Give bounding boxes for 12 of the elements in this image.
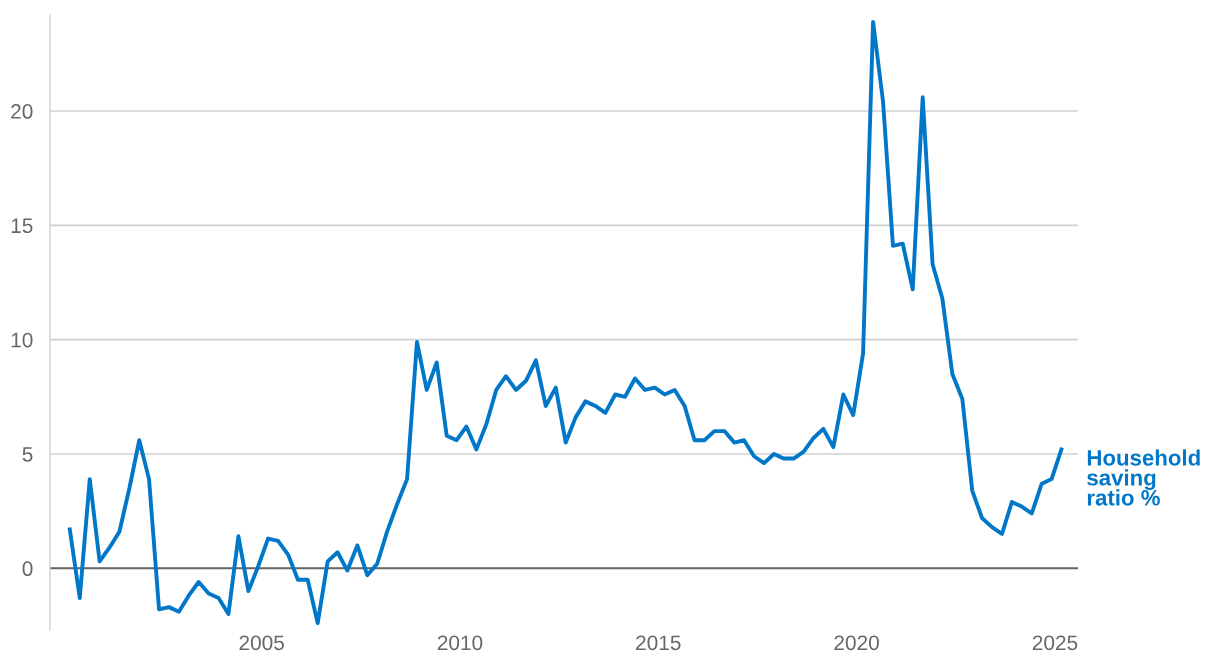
x-tick-label: 2020 [834, 635, 879, 651]
y-tick-label: 20 [11, 104, 33, 119]
y-tick-label: 10 [11, 332, 33, 348]
y-tick-label: 15 [11, 218, 33, 234]
y-tick-label: 0 [22, 561, 33, 577]
x-tick-label: 2010 [437, 635, 483, 651]
x-tick-label: 2005 [239, 635, 284, 651]
y-tick-label: 5 [22, 447, 33, 462]
series-label: Household saving ratio % [1087, 449, 1200, 506]
x-tick-label: 2015 [636, 635, 681, 651]
line-series [67, 19, 1064, 626]
x-tick-label: 2025 [1032, 635, 1078, 651]
